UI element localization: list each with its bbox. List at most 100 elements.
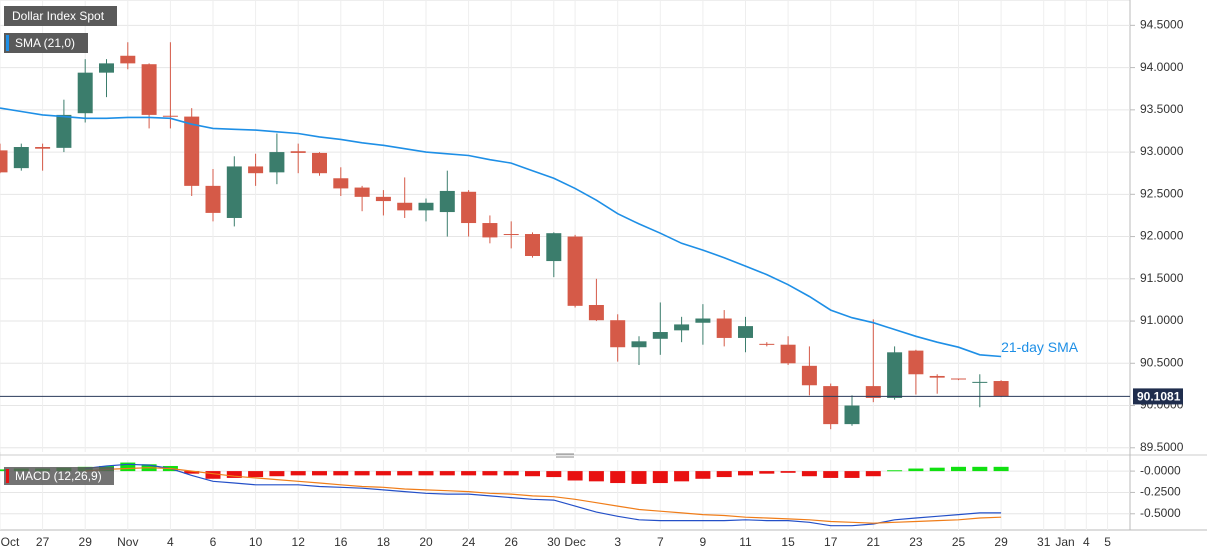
histogram-bar [567,471,583,481]
histogram-bar [226,471,242,478]
x-tick-label: 30 [547,535,561,549]
histogram-bar [695,471,711,479]
candle-body [290,151,306,153]
candle-body [13,147,29,169]
x-tick-label: 29 [994,535,1008,549]
histogram-bar [801,471,817,477]
histogram-bar [631,471,647,484]
x-tick-label: 7 [657,535,664,549]
candle-body [908,350,924,375]
x-tick-label: Jan [1055,535,1074,549]
candle-body [567,236,583,306]
x-tick-label: 15 [781,535,795,549]
candle-body [375,196,391,202]
legend-bg [4,33,88,53]
sma-annotation: 21-day SMA [1001,339,1079,355]
histogram-bar [312,471,327,476]
candle-body [77,72,93,114]
histogram-bar [759,471,775,474]
candle-body [865,386,881,398]
x-tick-label: 26 [505,535,519,549]
y-tick-label: -0.0000 [1140,463,1181,477]
x-tick-label: 23 [909,535,923,549]
histogram-bar [205,471,221,479]
x-tick-label: 29 [79,535,93,549]
histogram-bar [333,471,349,476]
histogram-bar [887,470,903,472]
candle-body [674,324,690,331]
histogram-bar [120,462,136,472]
y-tick-label: 94.0000 [1140,60,1184,74]
histogram-bar [354,471,370,476]
x-tick-label: 6 [210,535,217,549]
x-tick-label: 31 [1037,535,1051,549]
candle-body [482,223,498,238]
histogram-bar [652,471,668,484]
price-pane [0,0,1130,452]
histogram-bar [269,471,285,477]
histogram-bar [503,471,519,476]
macd-line [85,467,1002,524]
histogram-bar [397,471,413,476]
candle-body [56,114,72,148]
candle-body [546,233,562,262]
histogram-bar [588,471,604,482]
legend-swatch [6,35,9,51]
histogram-bar [865,471,881,477]
y-tick-label: 89.5000 [1140,440,1184,454]
x-tick-label: 11 [739,535,752,549]
candle-body [951,378,966,380]
macd-line [85,463,1002,527]
histogram-bar [993,466,1009,472]
histogram-bar [908,468,924,472]
candle-body [503,234,519,236]
x-tick-label: 4 [167,535,174,549]
histogram-bar [184,471,200,474]
x-tick-label: 16 [334,535,348,549]
candle-body [801,365,817,386]
candle-body [887,352,903,398]
histogram-bar [610,471,626,484]
candle-body [823,386,839,425]
candle-body [418,202,434,211]
candle-body [461,191,477,224]
histogram-bar [823,471,839,478]
y-tick-label: 92.0000 [1140,229,1184,243]
candle-body [929,375,945,378]
candle-body [695,318,711,323]
candle-body [738,326,753,338]
candle-body [226,166,242,218]
overlay: 89.500090.000090.500091.000091.500092.00… [1,6,1184,549]
histogram-bar [482,471,498,476]
histogram-bar [375,471,391,476]
x-tick-label: 5 [1104,535,1111,549]
macd-title-bg [4,467,114,485]
histogram-bar [972,466,988,472]
plot-frame [0,0,1131,531]
current-price-label: 90.1081 [1137,390,1181,404]
legend-entry: SMA (21,0) [15,36,75,50]
y-tick-label: -0.5000 [1140,506,1181,520]
histogram-bar [844,471,860,478]
y-tick-label: -0.2500 [1140,485,1181,499]
x-tick-label: 17 [824,535,838,549]
candle-body [99,63,114,73]
candle-body [162,115,178,117]
sma-line [0,107,1002,358]
x-tick-label: 24 [462,535,476,549]
histogram-bar [674,471,690,482]
histogram-bar [248,471,264,478]
x-tick-label: Oct [1,535,20,549]
x-tick-label: 12 [292,535,306,549]
candle-body [780,344,796,364]
macd-pane [0,460,1130,530]
chart-title: Dollar Index Spot [12,9,105,23]
y-tick-label: 92.5000 [1140,186,1184,200]
histogram-bar [546,471,562,478]
macd-title-swatch [6,469,9,483]
x-tick-label: 4 [1083,535,1090,549]
x-tick-label: Nov [117,535,138,549]
histogram-bar [418,471,434,476]
histogram-bar [461,471,477,476]
y-tick-label: 91.5000 [1140,271,1184,285]
